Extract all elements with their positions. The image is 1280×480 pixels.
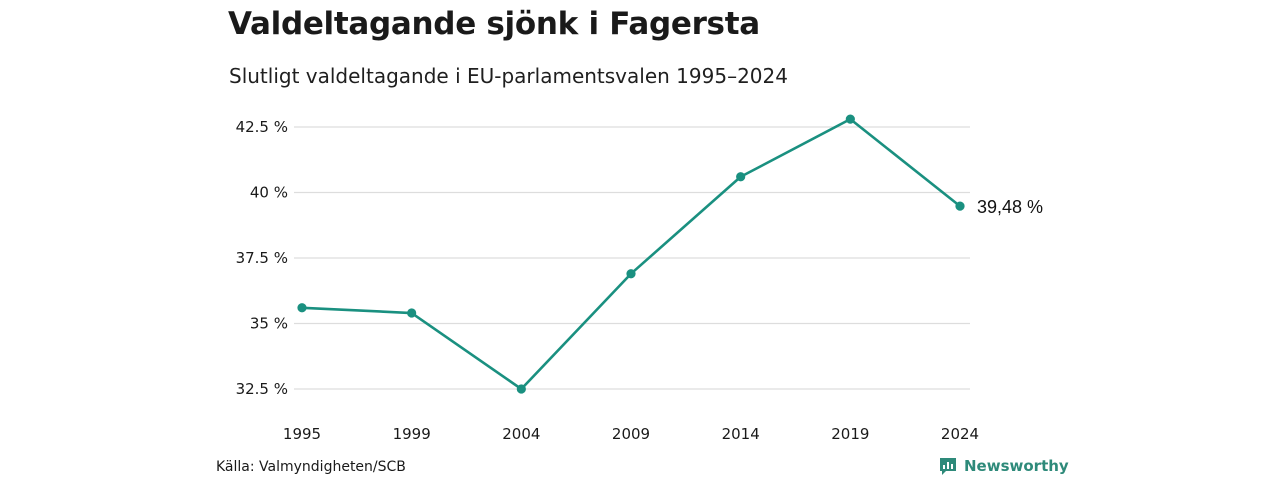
gridlines — [294, 126, 970, 390]
data-point-1999 — [407, 308, 417, 318]
data-point-2019 — [845, 114, 855, 124]
data-point-2004 — [516, 384, 526, 394]
y-tick-label: 40 % — [250, 184, 288, 202]
data-point-2014 — [736, 172, 746, 182]
source-note: Källa: Valmyndigheten/SCB — [216, 459, 406, 475]
newsworthy-logo-icon — [940, 458, 956, 475]
y-tick-label: 35 % — [250, 315, 288, 333]
data-point-2009 — [626, 269, 636, 279]
y-tick-label: 32.5 % — [236, 380, 288, 398]
data-points — [297, 114, 965, 394]
y-axis-tick-labels: 42.5 % 40 % 37.5 % 35 % 32.5 % — [236, 118, 288, 398]
x-tick-label: 2014 — [722, 425, 760, 443]
y-tick-label: 37.5 % — [236, 249, 288, 267]
series-line — [300, 117, 962, 391]
end-value-label: 39,48 % — [977, 197, 1043, 217]
y-tick-label: 42.5 % — [236, 118, 288, 136]
data-labels: 39,48 % — [977, 197, 1043, 217]
x-tick-label: 2009 — [612, 425, 650, 443]
chart-title: Valdeltagande sjönk i Fagersta — [228, 6, 760, 42]
x-tick-label: 2019 — [831, 425, 869, 443]
x-tick-label: 2004 — [502, 425, 540, 443]
data-point-1995 — [297, 303, 307, 313]
x-tick-label: 1995 — [283, 425, 321, 443]
chart-subtitle: Slutligt valdeltagande i EU-parlamentsva… — [229, 64, 788, 88]
brand-logo[interactable]: Newsworthy — [938, 456, 1069, 476]
data-point-2024 — [955, 201, 965, 211]
brand-name: Newsworthy — [964, 457, 1069, 475]
x-axis-tick-labels: 1995 1999 2004 2009 2014 2019 2024 — [283, 425, 979, 443]
x-tick-label: 2024 — [941, 425, 979, 443]
series-line-group — [300, 117, 962, 391]
x-tick-label: 1999 — [393, 425, 431, 443]
